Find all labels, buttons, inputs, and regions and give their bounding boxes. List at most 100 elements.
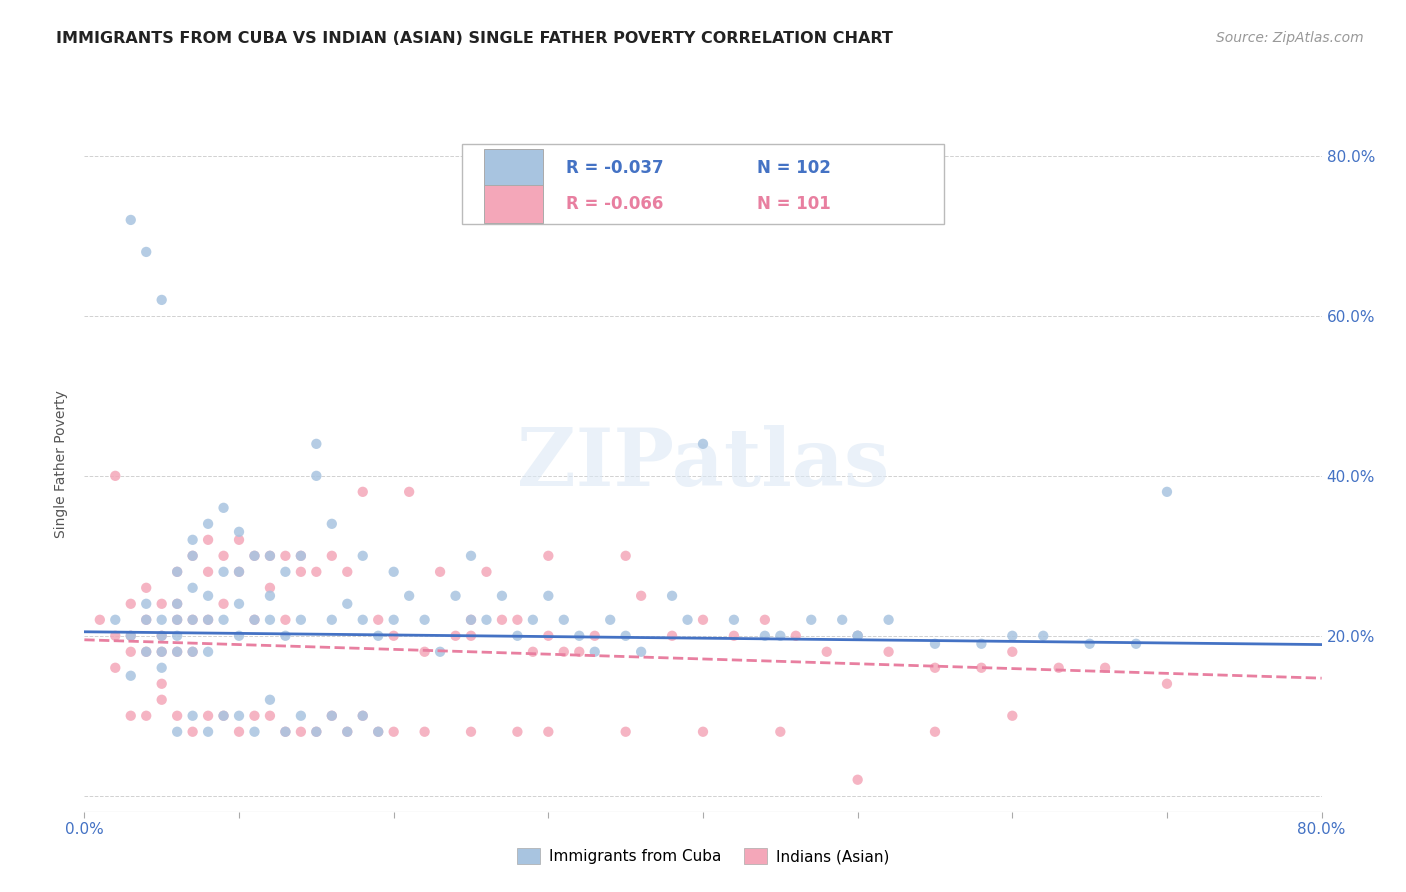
Point bbox=[135, 613, 157, 627]
Point bbox=[367, 724, 389, 739]
Point bbox=[197, 589, 219, 603]
Point bbox=[352, 613, 374, 627]
Point bbox=[723, 629, 745, 643]
Point bbox=[181, 533, 204, 547]
Point bbox=[661, 589, 683, 603]
Point bbox=[150, 692, 173, 706]
Point bbox=[166, 645, 188, 659]
Point bbox=[290, 549, 312, 563]
Point bbox=[367, 724, 389, 739]
Legend: Immigrants from Cuba, Indians (Asian): Immigrants from Cuba, Indians (Asian) bbox=[510, 842, 896, 871]
Point bbox=[150, 645, 173, 659]
Point bbox=[661, 629, 683, 643]
Point bbox=[166, 597, 188, 611]
Point bbox=[1047, 661, 1070, 675]
Point bbox=[120, 597, 142, 611]
Point bbox=[135, 645, 157, 659]
Point bbox=[583, 645, 606, 659]
Text: R = -0.066: R = -0.066 bbox=[565, 194, 664, 213]
Point bbox=[1094, 661, 1116, 675]
Point bbox=[197, 613, 219, 627]
Point bbox=[181, 549, 204, 563]
Point bbox=[228, 524, 250, 539]
Point bbox=[522, 613, 544, 627]
Point bbox=[197, 645, 219, 659]
Point bbox=[537, 549, 560, 563]
Point bbox=[352, 549, 374, 563]
Point bbox=[290, 613, 312, 627]
Point bbox=[259, 589, 281, 603]
Point bbox=[150, 645, 173, 659]
Point bbox=[460, 613, 482, 627]
Point bbox=[321, 613, 343, 627]
Point bbox=[259, 581, 281, 595]
Point bbox=[135, 581, 157, 595]
Point bbox=[181, 613, 204, 627]
Point bbox=[1156, 484, 1178, 499]
FancyBboxPatch shape bbox=[461, 144, 945, 224]
Point bbox=[336, 565, 359, 579]
Point bbox=[228, 597, 250, 611]
Point bbox=[120, 629, 142, 643]
Point bbox=[166, 613, 188, 627]
Point bbox=[274, 724, 297, 739]
Point bbox=[166, 708, 188, 723]
Text: Source: ZipAtlas.com: Source: ZipAtlas.com bbox=[1216, 31, 1364, 45]
Point bbox=[150, 293, 173, 307]
Point bbox=[692, 724, 714, 739]
Point bbox=[321, 549, 343, 563]
Point bbox=[181, 724, 204, 739]
Point bbox=[460, 629, 482, 643]
Point bbox=[321, 516, 343, 531]
Point bbox=[228, 533, 250, 547]
Point bbox=[89, 613, 111, 627]
Text: R = -0.037: R = -0.037 bbox=[565, 159, 664, 177]
Point bbox=[274, 724, 297, 739]
Point bbox=[150, 597, 173, 611]
Point bbox=[305, 468, 328, 483]
Point bbox=[243, 708, 266, 723]
Point bbox=[290, 724, 312, 739]
Point bbox=[228, 629, 250, 643]
Point bbox=[166, 645, 188, 659]
Point bbox=[181, 708, 204, 723]
Point bbox=[150, 629, 173, 643]
Point bbox=[243, 724, 266, 739]
Point bbox=[367, 629, 389, 643]
Point bbox=[305, 724, 328, 739]
Point bbox=[1125, 637, 1147, 651]
Point bbox=[754, 629, 776, 643]
Point bbox=[460, 549, 482, 563]
Point bbox=[120, 645, 142, 659]
Point bbox=[583, 629, 606, 643]
Point bbox=[1156, 677, 1178, 691]
Point bbox=[259, 549, 281, 563]
FancyBboxPatch shape bbox=[484, 185, 543, 223]
Point bbox=[398, 484, 420, 499]
Point bbox=[1078, 637, 1101, 651]
Point bbox=[352, 484, 374, 499]
Point bbox=[568, 629, 591, 643]
Point bbox=[846, 629, 869, 643]
Point bbox=[104, 613, 127, 627]
Point bbox=[924, 637, 946, 651]
Point bbox=[676, 613, 699, 627]
Point bbox=[166, 565, 188, 579]
Point bbox=[120, 629, 142, 643]
Point bbox=[228, 708, 250, 723]
Point bbox=[444, 629, 467, 643]
Point bbox=[831, 613, 853, 627]
Point bbox=[135, 597, 157, 611]
Point bbox=[274, 549, 297, 563]
Point bbox=[846, 629, 869, 643]
Point bbox=[429, 565, 451, 579]
Point bbox=[970, 637, 993, 651]
Point bbox=[475, 565, 498, 579]
Point bbox=[1032, 629, 1054, 643]
Point bbox=[1001, 629, 1024, 643]
Point bbox=[228, 724, 250, 739]
Point bbox=[692, 613, 714, 627]
Point bbox=[166, 597, 188, 611]
Point bbox=[181, 613, 204, 627]
Point bbox=[104, 468, 127, 483]
